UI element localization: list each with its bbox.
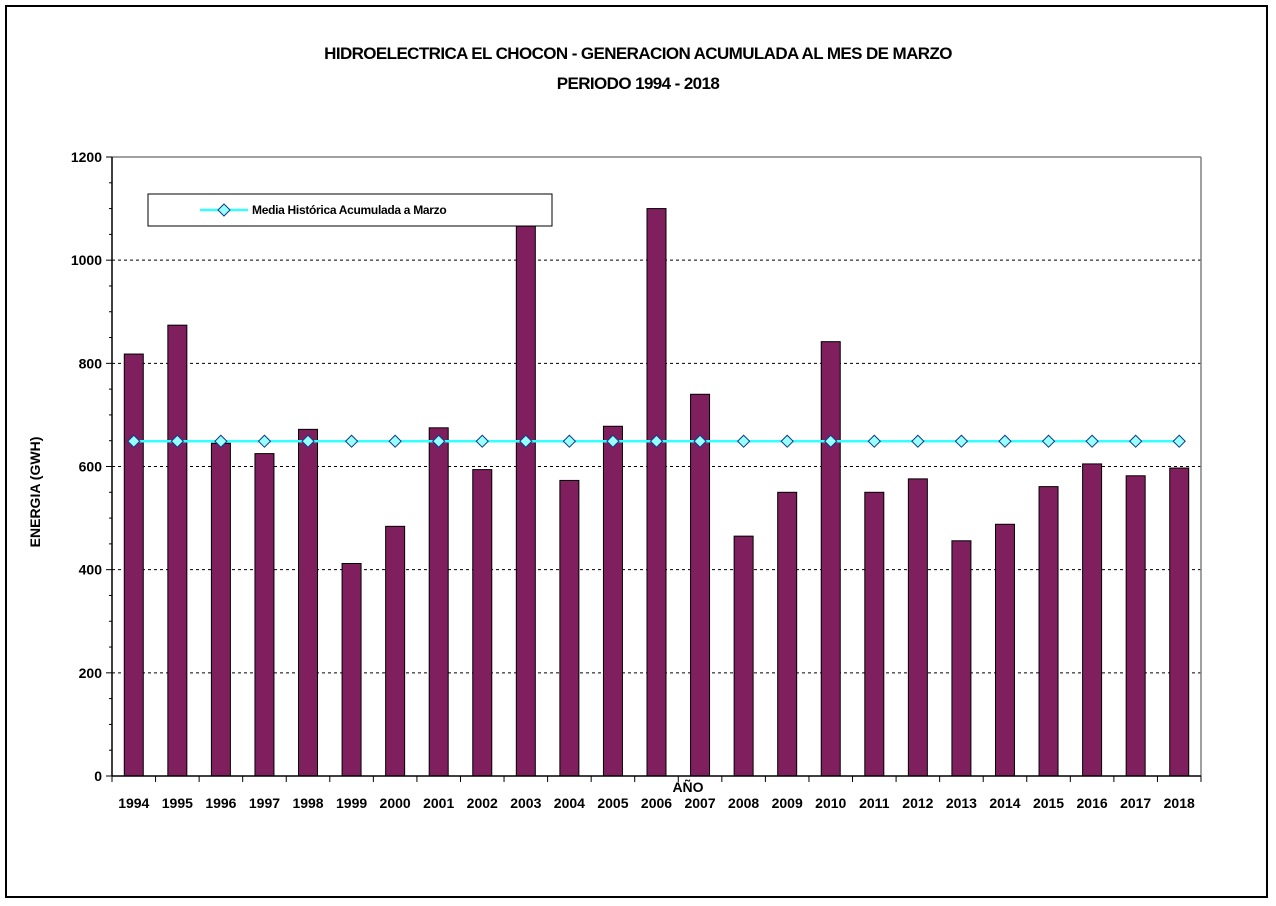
axes-group [106,156,1202,782]
x-tick-label: 2006 [641,795,672,811]
grid-lines [112,259,1201,674]
x-tick-label: 2018 [1164,795,1195,811]
legend: Media Histórica Acumulada a Marzo [147,193,553,227]
bar-2011 [864,491,885,777]
x-tick-label: 2016 [1077,795,1108,811]
mean-marker-1994 [127,434,141,448]
x-tick-label: 2000 [380,795,411,811]
mean-marker-2003 [519,434,533,448]
mean-marker-2010 [824,434,838,448]
bar-2010 [820,341,841,777]
tick-labels: 0 200 400 600 800 1000 1200 1994 1995 1996 1997 199… [71,149,1195,811]
mean-marker-2013 [954,434,969,448]
y-tick-label: 800 [79,355,103,371]
y-tick-label: 0 [94,768,102,784]
x-tick-label: 2003 [510,795,541,811]
bar-2001 [428,427,449,777]
bar-2017 [1125,475,1146,777]
x-tick-label: 2012 [902,795,933,811]
x-axis-label: AÑO [672,778,703,795]
mean-marker-1998 [301,434,315,448]
mean-marker-2014 [998,434,1012,448]
x-tick-label: 2007 [684,795,715,811]
mean-marker-2012 [911,434,925,448]
x-tick-label: 2017 [1120,795,1151,811]
bar-2016 [1082,463,1103,777]
x-tick-label: 2011 [859,795,890,811]
bar-2004 [559,479,580,777]
mean-marker-1997 [257,434,272,448]
legend-label: Media Histórica Acumulada a Marzo [252,203,446,217]
x-tick-label: 2001 [423,795,454,811]
mean-marker-2000 [388,434,402,448]
bar-1995 [167,324,188,777]
chart-subtitle: PERIODO 1994 - 2018 [556,74,720,93]
mean-marker-1999 [344,434,359,448]
x-tick-label: 2002 [467,795,498,811]
x-tick-label: 2004 [554,795,585,811]
mean-marker-1996 [214,434,228,448]
x-tick-label: 1995 [162,795,193,811]
bar-2006 [646,208,667,777]
x-tick-label: 2005 [597,795,628,811]
mean-marker-2009 [780,434,794,448]
mean-marker-2001 [431,434,446,448]
bar-1996 [210,442,231,777]
mean-marker-2007 [693,434,707,448]
y-tick-label: 1000 [71,252,102,268]
x-tick-label: 2009 [772,795,803,811]
x-tick-label: 1994 [118,795,149,811]
y-tick-label: 400 [79,562,103,578]
x-tick-label: 1999 [336,795,367,811]
mean-marker-2004 [562,434,577,448]
x-tick-label: 1997 [249,795,280,811]
bar-2009 [777,491,798,777]
chart-title: HIDROELECTRICA EL CHOCON - GENERACION AC… [324,44,952,63]
bars-group [123,208,1190,777]
y-tick-label: 200 [79,665,103,681]
x-tick-label: 2015 [1033,795,1064,811]
y-tick-label: 600 [79,459,103,475]
legend-diamond-marker [217,203,231,217]
bar-1997 [254,453,275,777]
bar-2013 [951,540,972,777]
bar-2007 [690,393,711,777]
mean-marker-2011 [867,434,882,448]
mean-marker-2018 [1172,434,1186,448]
y-tick-label: 1200 [71,149,102,165]
bar-2018 [1169,467,1190,777]
mean-marker-2002 [475,434,489,448]
x-tick-label: 2013 [946,795,977,811]
bar-2014 [994,523,1015,777]
mean-marker-2006 [649,434,664,448]
y-axis-label: ENERGIA (GWH) [27,437,43,548]
bar-2002 [472,469,493,777]
x-tick-label: 1998 [292,795,323,811]
mean-marker-1995 [170,434,185,448]
mean-marker-2008 [736,434,751,448]
bar-2003 [515,225,536,777]
mean-marker-2017 [1128,434,1143,448]
bar-1999 [341,562,362,777]
x-tick-label: 1996 [205,795,236,811]
bar-2008 [733,535,754,777]
x-tick-label: 2008 [728,795,759,811]
bar-1998 [298,428,319,777]
mean-line-group [127,434,1186,448]
x-tick-label: 2014 [989,795,1020,811]
x-tick-label: 2010 [815,795,846,811]
bar-2015 [1038,486,1059,777]
bar-2005 [602,425,623,777]
bar-2012 [907,478,928,777]
bar-2000 [385,525,406,777]
mean-marker-2015 [1041,434,1056,448]
bar-1994 [123,353,144,777]
mean-marker-2005 [606,434,620,448]
mean-marker-2016 [1085,434,1099,448]
